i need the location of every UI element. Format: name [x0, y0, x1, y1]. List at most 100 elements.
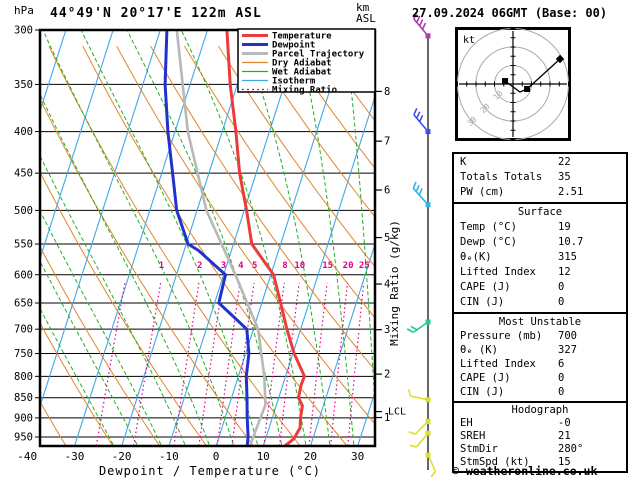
stat-row: EH -0	[454, 417, 626, 430]
dry-adiabat-line	[217, 45, 375, 268]
stat-value: 15	[558, 456, 571, 468]
mixing-ratio-line	[173, 282, 200, 446]
wind-barb	[413, 12, 429, 37]
wet-adiabat-line	[40, 307, 114, 445]
mixing-ratio-line	[133, 282, 162, 446]
wind-barb	[412, 181, 429, 206]
mixing-ratio-value-label: 8	[282, 261, 287, 271]
stat-value: 2.51	[558, 186, 584, 198]
stats-section: K 22 Totals Totals 35 PW (cm) 2.51	[452, 152, 628, 204]
temp-tick-label: -30	[64, 450, 84, 463]
dewpoint-curve	[163, 30, 251, 446]
km-tick-label: 1	[384, 412, 390, 424]
mixing-ratio-axis-label: Mixing Ratio (g/kg)	[388, 220, 401, 346]
stat-value: 315	[558, 251, 577, 263]
isotherm-line	[215, 30, 350, 446]
km-tick-label: 8	[384, 86, 390, 98]
wet-adiabat-line	[40, 260, 138, 445]
wet-adiabat-line	[344, 30, 375, 412]
wet-adiabat-line	[40, 154, 186, 445]
stat-row: SREH 21	[454, 430, 626, 443]
stat-value: 0	[558, 296, 565, 308]
pressure-tick-label: 650	[14, 298, 33, 310]
legend-label: Wet Adiabat	[272, 67, 332, 78]
copyright-footer: © weatheronline.co.uk	[452, 464, 598, 478]
isotherm-line	[40, 30, 67, 113]
stat-row: Dewp (°C) 10.7	[454, 235, 626, 250]
hodograph-panel: 10 20 30 kt	[455, 27, 571, 141]
km-tick-label: 6	[384, 185, 390, 197]
stat-label: K	[460, 156, 467, 168]
mixing-ratio-line	[198, 282, 224, 446]
stat-value: 10.7	[558, 236, 584, 248]
wind-barb-level-marker	[425, 33, 431, 39]
km-tick-label: 4	[384, 279, 390, 291]
isotherm-line	[40, 30, 161, 409]
stat-label: Dewp (°C)	[460, 236, 517, 248]
dry-adiabat-line	[48, 45, 301, 446]
hodograph-unit-label: kt	[463, 35, 475, 46]
mixing-ratio-value-label: 2	[197, 261, 202, 271]
page-title: 44°49'N 20°17'E 122m ASL	[50, 6, 262, 21]
mixing-ratio-value-label: 3	[221, 261, 226, 271]
wind-barb	[406, 321, 429, 334]
temp-tick-label: -40	[17, 450, 37, 463]
lcl-label: LCL	[388, 407, 406, 418]
dry-adiabat-line	[40, 321, 114, 446]
mixing-ratio-line	[263, 282, 285, 446]
stat-label: Lifted Index	[460, 358, 536, 370]
temp-tick-label: 10	[257, 450, 270, 463]
stat-value: 0	[558, 281, 565, 293]
stat-label: Temp (°C)	[460, 221, 517, 233]
wind-barb	[413, 108, 429, 133]
stat-label: CIN (J)	[460, 386, 505, 398]
stat-value: 0	[558, 372, 565, 384]
wind-barb-level-marker	[425, 202, 431, 208]
stats-section-title: Most Unstable	[498, 316, 582, 328]
mixing-ratio-line	[347, 282, 365, 446]
pressure-tick-label: 350	[14, 79, 33, 91]
legend-label: Temperature	[272, 32, 332, 42]
wind-barb	[427, 454, 437, 478]
pressure-tick-label: 550	[14, 239, 33, 251]
mixing-ratio-value-label: 5	[252, 261, 257, 271]
pressure-tick-label: 800	[14, 371, 33, 383]
altitude-axis-unit: km ASL	[356, 1, 376, 25]
mixing-ratio-line	[278, 282, 300, 446]
stat-row: Lifted Index 6	[454, 357, 626, 371]
wind-barb-level-marker	[425, 418, 431, 424]
mixing-ratio-value-label: 25	[359, 261, 370, 271]
temp-tick-label: 30	[351, 450, 364, 463]
pressure-tick-label: 850	[14, 392, 33, 404]
mixing-ratio-value-label: 1	[159, 261, 164, 271]
dry-adiabat-line	[40, 97, 254, 446]
stat-value: 280°	[558, 443, 584, 455]
stats-section: Hodograph EH -0 SREH 21 StmDir 280° StmSpd (kt)…	[452, 401, 628, 473]
hodograph-marker	[524, 85, 531, 92]
isotherm-line	[168, 30, 303, 446]
storm-motion-vector	[526, 58, 561, 90]
stats-section-title: Hodograph	[511, 404, 569, 416]
dry-adiabat-line	[82, 45, 348, 446]
stat-row: Pressure (mb) 700	[454, 329, 626, 343]
stat-row: PW (cm) 2.51	[454, 185, 626, 200]
legend-label: Dewpoint	[272, 40, 315, 51]
stat-label: CAPE (J)	[460, 281, 511, 293]
wind-barb	[408, 420, 429, 435]
mixing-ratio-axis-label-wrap: Mixing Ratio (g/kg)	[388, 218, 402, 348]
stat-value: -0	[558, 417, 571, 429]
temp-tick-label: 20	[304, 450, 317, 463]
stat-label: θₑ(K)	[460, 251, 492, 263]
mixing-ratio-line	[330, 282, 349, 446]
wet-adiabat-line	[180, 30, 307, 445]
stat-value: 22	[558, 156, 571, 168]
pressure-tick-label: 700	[14, 324, 33, 336]
mixing-ratio-line	[231, 282, 255, 446]
wind-barb-level-marker	[425, 319, 431, 325]
wet-adiabat-line	[126, 30, 283, 445]
stat-row: θₑ(K) 315	[454, 250, 626, 265]
stat-row: StmSpd (kt) 15	[454, 456, 626, 469]
wet-adiabat-line	[240, 30, 331, 445]
